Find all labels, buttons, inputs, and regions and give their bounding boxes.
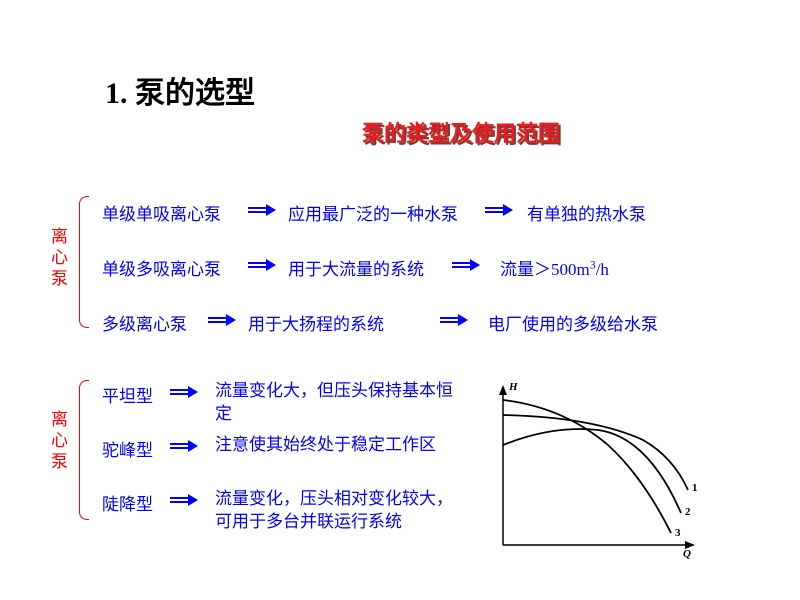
arrow-icon	[170, 387, 200, 397]
chart-svg	[495, 385, 695, 555]
section2-label: 离心泵	[45, 410, 70, 473]
page-title: 1. 泵的选型	[105, 68, 255, 112]
arrow-icon	[248, 260, 278, 270]
curve-label-2: 2	[685, 506, 691, 518]
s1-r3-i3: 电厂使用的多级给水泵	[488, 310, 658, 335]
arrow-icon	[170, 495, 200, 505]
s2-r2-type: 驼峰型	[102, 436, 153, 461]
s2-r1-desc: 流量变化大，但压头保持基本恒定	[215, 380, 455, 426]
s1-r2-i3: 流量＞500m3/h	[500, 255, 609, 280]
s1-r3-i2: 用于大扬程的系统	[248, 310, 384, 335]
subtitle: 泵的类型及使用范围	[362, 116, 560, 148]
arrow-icon	[485, 205, 515, 215]
section2-bracket	[79, 380, 89, 520]
s1-r2-i1: 单级多吸离心泵	[102, 255, 221, 280]
s1-r1-i1: 单级单吸离心泵	[102, 200, 221, 225]
arrow-icon	[248, 205, 278, 215]
s2-r2-desc: 注意使其始终处于稳定工作区	[215, 434, 455, 457]
chart-y-label: H	[509, 381, 518, 393]
curve-label-3: 3	[675, 527, 681, 539]
s2-r3-desc: 流量变化，压头相对变化较大，可用于多台并联运行系统	[215, 488, 455, 534]
s1-r1-i2: 应用最广泛的一种水泵	[288, 200, 458, 225]
section1-bracket	[79, 196, 89, 328]
s1-r3-i1: 多级离心泵	[102, 310, 187, 335]
curve-label-1: 1	[692, 482, 698, 494]
arrow-icon	[208, 315, 238, 325]
hq-chart: H Q 1 2 3	[495, 385, 695, 555]
s2-r1-type: 平坦型	[102, 382, 153, 407]
s1-r1-i3: 有单独的热水泵	[527, 200, 646, 225]
s1-r2-i2: 用于大流量的系统	[288, 255, 424, 280]
arrow-icon	[440, 315, 470, 325]
arrow-icon	[170, 441, 200, 451]
arrow-icon	[452, 260, 482, 270]
chart-x-label: Q	[683, 548, 691, 560]
s2-r3-type: 陡降型	[102, 490, 153, 515]
section1-label: 离心泵	[45, 227, 70, 290]
